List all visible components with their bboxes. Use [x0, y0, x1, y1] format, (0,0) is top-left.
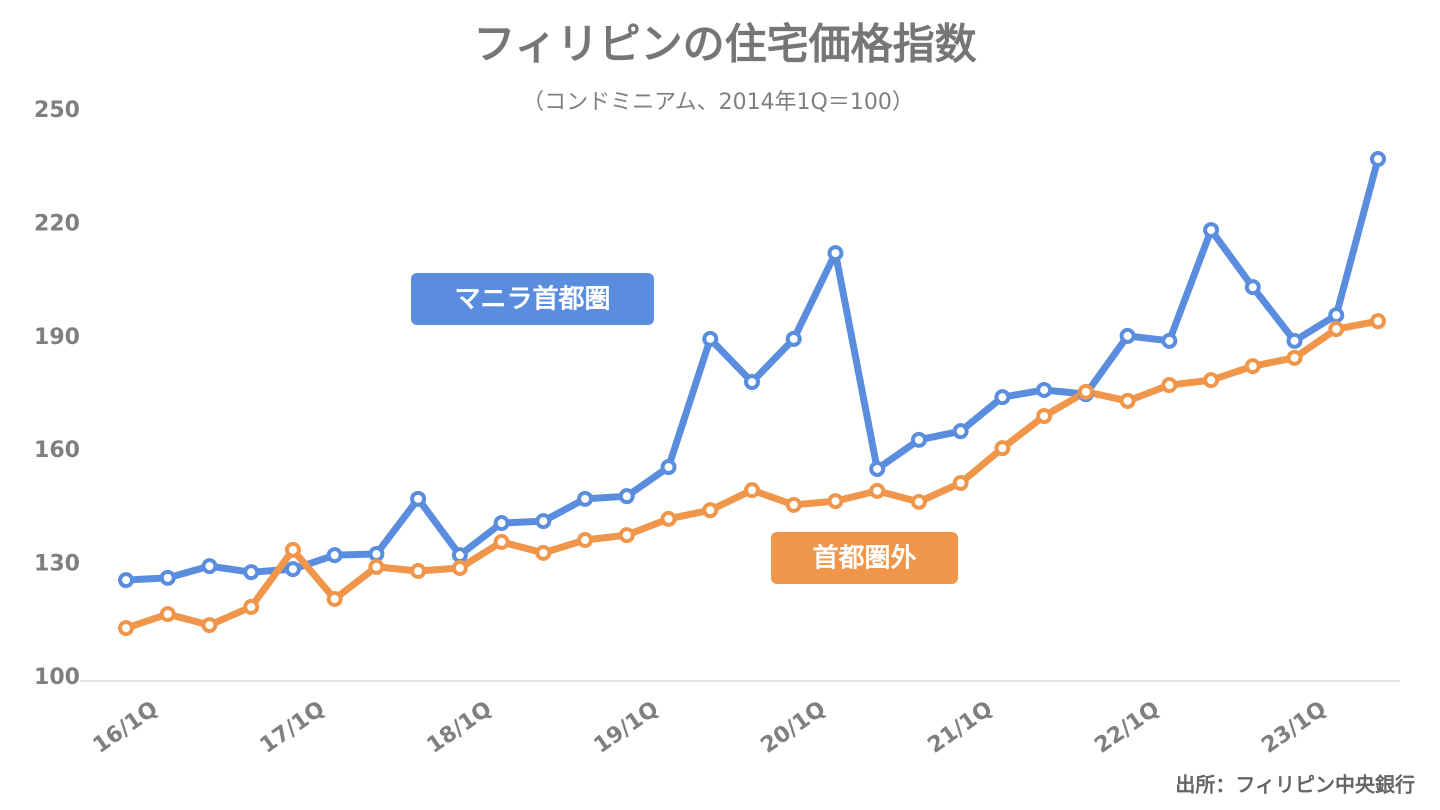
source-note: 出所：フィリピン中央銀行: [1175, 773, 1415, 797]
point: [201, 558, 218, 575]
point: [702, 502, 719, 519]
x-tick-label: 20/1Q: [757, 697, 831, 759]
point: [1203, 222, 1220, 239]
point: [410, 490, 427, 507]
point: [660, 459, 677, 476]
point: [952, 423, 969, 440]
point: [660, 510, 677, 527]
point: [1077, 383, 1094, 400]
y-tick-label: 220: [34, 211, 80, 236]
point: [1036, 381, 1053, 398]
point: [326, 547, 343, 564]
point: [118, 620, 134, 637]
point: [618, 527, 635, 544]
x-tick-label: 21/1Q: [923, 697, 997, 759]
point: [869, 482, 886, 499]
point: [952, 474, 969, 491]
chart-subtitle: （コンドミニアム、2014年1Q＝100）: [522, 90, 914, 115]
x-tick-label: 19/1Q: [590, 697, 664, 759]
point: [410, 563, 427, 580]
point: [1161, 332, 1178, 349]
x-tick-label: 17/1Q: [256, 697, 330, 759]
point: [1161, 377, 1178, 394]
point: [744, 374, 760, 391]
x-tick-label: 22/1Q: [1090, 697, 1164, 759]
point: [1244, 358, 1261, 375]
point: [451, 560, 468, 577]
point: [1328, 321, 1345, 338]
point: [910, 431, 927, 448]
point: [118, 572, 134, 589]
point: [243, 564, 260, 581]
point: [744, 482, 760, 499]
point: [368, 558, 385, 575]
point: [785, 496, 802, 513]
y-tick-label: 190: [34, 325, 80, 350]
point: [368, 546, 385, 563]
point: [326, 590, 343, 607]
point: [535, 544, 552, 561]
point: [577, 490, 594, 507]
y-tick-label: 130: [34, 552, 80, 577]
legend-box: [411, 273, 654, 325]
point: [618, 488, 635, 505]
x-tick-label: 16/1Q: [89, 697, 163, 759]
series-line: [125, 158, 1382, 584]
point: [577, 532, 594, 549]
y-tick-label: 100: [34, 665, 80, 690]
x-tick-label: 23/1Q: [1257, 697, 1331, 759]
point: [1370, 313, 1386, 330]
point: [994, 389, 1011, 406]
legend-label: マニラ首都圏: [454, 284, 610, 315]
point: [1244, 279, 1261, 296]
legend-box: [771, 532, 958, 584]
point: [243, 598, 260, 615]
point: [451, 547, 468, 564]
legend-label: 首都圏外: [812, 543, 916, 574]
point: [1036, 408, 1053, 425]
point: [1286, 349, 1303, 366]
point: [785, 330, 802, 347]
series-line: [124, 317, 1379, 632]
point: [869, 460, 886, 477]
point: [1119, 327, 1136, 344]
point: [702, 330, 719, 347]
point: [1370, 151, 1386, 168]
point: [827, 493, 844, 510]
point: [493, 533, 510, 550]
point: [535, 513, 552, 530]
point: [1203, 372, 1220, 389]
point: [201, 617, 218, 634]
point: [910, 493, 927, 510]
point: [159, 606, 176, 623]
chart-title: フィリピンの住宅価格指数: [473, 20, 976, 69]
point: [827, 245, 844, 262]
point: [1119, 392, 1136, 409]
point: [994, 440, 1011, 457]
x-tick-label: 18/1Q: [423, 697, 497, 759]
point: [1286, 332, 1303, 349]
point: [284, 561, 301, 578]
point: [159, 569, 176, 586]
point: [1328, 307, 1345, 324]
point: [284, 541, 301, 558]
y-tick-label: 160: [34, 438, 80, 463]
y-tick-label: 250: [34, 98, 80, 123]
point: [493, 515, 510, 532]
